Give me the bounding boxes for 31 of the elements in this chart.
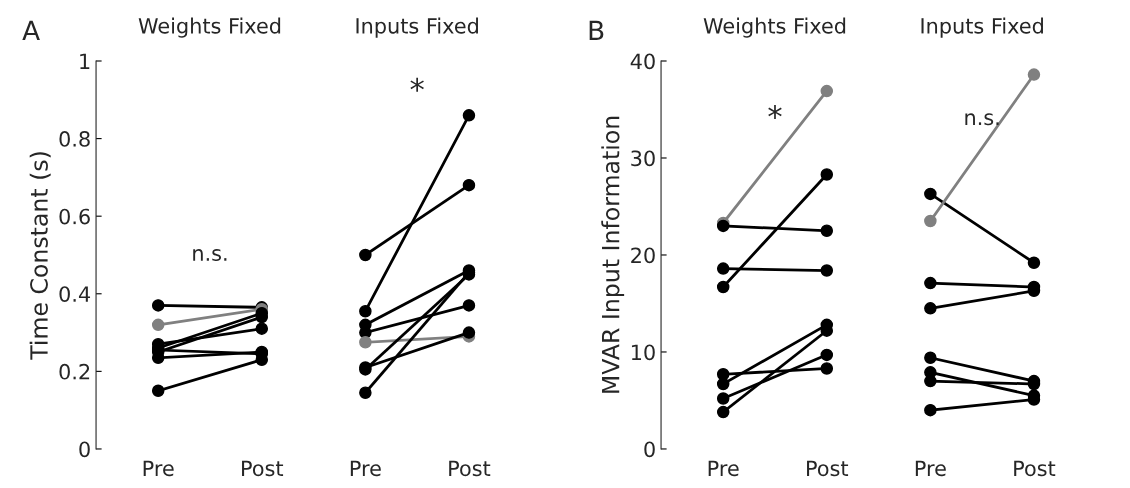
y-tick-label: 40: [630, 53, 655, 70]
x-tick-label: Post: [807, 460, 849, 477]
annotation: n.s.: [965, 113, 999, 126]
annotation: n.s.: [193, 249, 227, 262]
x-tick-label: Post: [449, 460, 491, 477]
text: Inputs Fixed: [356, 17, 478, 38]
text: Weights Fixed: [703, 17, 846, 38]
y-tick-label: 0.2: [59, 363, 90, 380]
annotation: *: [410, 77, 424, 92]
x-tick-label: Post: [1014, 460, 1056, 477]
y-tick-label: 0.4: [59, 286, 91, 302]
x-tick-label: Pre: [350, 460, 381, 477]
annotation: *: [768, 104, 782, 119]
y-tick-label: 20: [631, 247, 655, 264]
x-tick-label: Pre: [708, 460, 739, 477]
y-axis-title: MVAR Input Information: [601, 116, 625, 393]
y-tick-label: 0.8: [59, 131, 90, 147]
y-tick-label: 10: [631, 344, 655, 361]
chart-title: A: [22, 20, 40, 40]
x-tick-label: Pre: [915, 460, 946, 477]
y-tick-label: 1: [80, 53, 90, 69]
y-tick-label: 0.6: [59, 208, 90, 225]
x-tick-label: Post: [242, 460, 284, 477]
y-tick-label: 30: [631, 150, 655, 167]
text: Weights Fixed: [138, 17, 281, 38]
y-axis-title: Time Constant (s): [29, 152, 51, 360]
text: Inputs Fixed: [921, 17, 1043, 38]
y-tick-label: 0: [79, 441, 90, 458]
y-tick-label: 0: [644, 441, 655, 458]
chart-title: B: [589, 20, 604, 40]
x-tick-label: Pre: [143, 460, 174, 477]
